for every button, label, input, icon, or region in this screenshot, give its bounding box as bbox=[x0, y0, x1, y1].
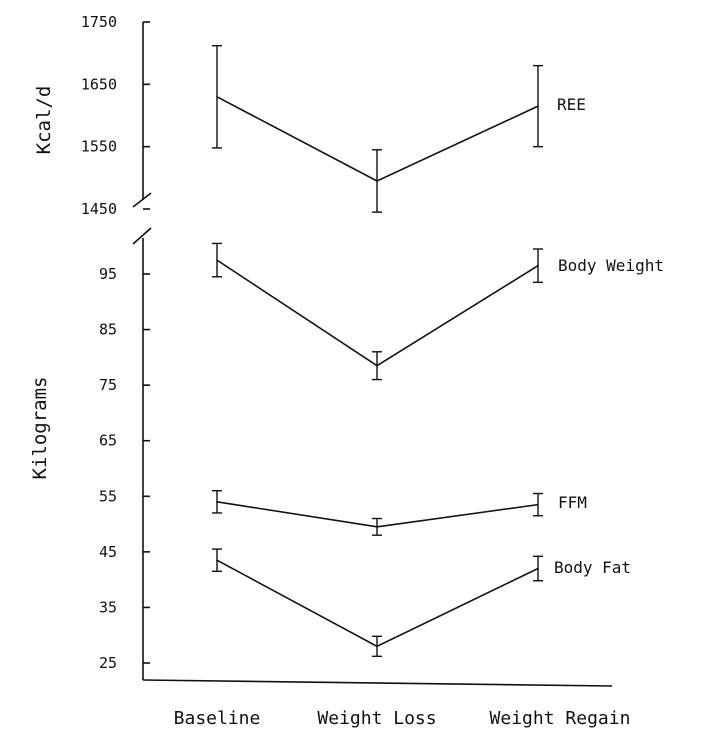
labels-group: Kcal/d REE Kilograms Body Weight FFM Body Fat… bbox=[29, 86, 664, 729]
series-group bbox=[212, 44, 543, 658]
data-point bbox=[376, 364, 378, 367]
y-tick-label: 75 bbox=[99, 376, 117, 394]
series-label: Body Fat bbox=[554, 558, 631, 577]
x-axis bbox=[142, 679, 613, 687]
x-category-label: Weight Loss bbox=[317, 708, 436, 729]
data-point bbox=[537, 503, 539, 506]
y-tick-label: 55 bbox=[99, 487, 117, 505]
data-point bbox=[537, 105, 539, 107]
data-point bbox=[376, 645, 378, 648]
series-line bbox=[216, 259, 539, 367]
data-point bbox=[376, 526, 378, 528]
y-tick-label: 35 bbox=[99, 598, 117, 616]
y-tick-label: 25 bbox=[99, 654, 117, 672]
y-tick-label: 1650 bbox=[81, 75, 117, 93]
data-point bbox=[216, 501, 218, 503]
axes: 1450 1550 1650 1750 25 35 45 55 65 75 85 95 bbox=[81, 13, 613, 687]
series-label: Body Weight bbox=[558, 256, 664, 275]
y-tick-label: 1750 bbox=[81, 13, 117, 31]
data-point bbox=[216, 559, 218, 561]
y-tick-label: 45 bbox=[99, 543, 117, 561]
y-tick-label: 1450 bbox=[81, 200, 117, 218]
y-tick-label: 85 bbox=[99, 321, 117, 339]
series-line bbox=[216, 559, 539, 648]
series-label: REE bbox=[557, 95, 586, 114]
data-point bbox=[376, 180, 378, 182]
y-axis-title: Kilograms bbox=[29, 377, 51, 480]
data-point bbox=[537, 264, 539, 267]
series-label: FFM bbox=[558, 493, 587, 512]
axis-break-mark bbox=[132, 227, 152, 245]
y-tick-label: 65 bbox=[99, 432, 117, 450]
y-axis-title: Kcal/d bbox=[33, 86, 55, 155]
x-category-label: Weight Regain bbox=[490, 708, 631, 729]
data-point bbox=[216, 259, 218, 261]
data-point bbox=[537, 567, 539, 570]
axis-break-mark bbox=[132, 192, 152, 208]
data-point bbox=[216, 96, 218, 98]
y-tick-label: 1550 bbox=[81, 138, 117, 156]
x-category-label: Baseline bbox=[174, 708, 261, 729]
y-tick-label: 95 bbox=[99, 265, 117, 283]
